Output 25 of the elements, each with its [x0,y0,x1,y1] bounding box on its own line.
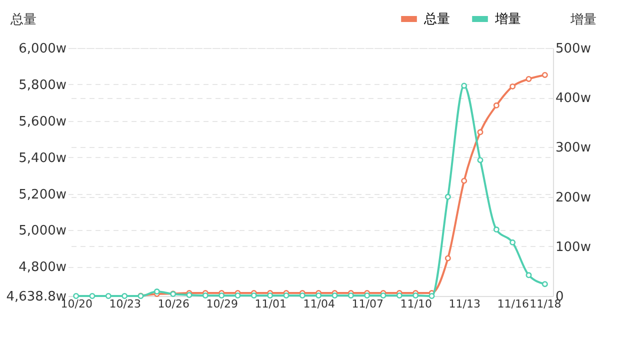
y-tick-label: 6,000w [18,42,67,56]
x-tick-label: 11/01 [254,298,286,310]
y2-tick-label: 100w [556,240,592,255]
y2-axis-title: 增量 [570,12,596,28]
y-axis-title: 总量 [10,12,36,28]
y-tick-label: 5,000w [18,224,67,239]
x-tick-label: 10/26 [158,298,190,310]
y-tick-label: 5,200w [18,187,67,202]
x-tick-label: 11/07 [352,298,384,310]
x-tick-label: 10/23 [109,298,141,310]
x-tick-label: 11/10 [400,298,432,310]
legend-label: 增量 [494,12,521,27]
y-tick-label: 4,800w [18,260,67,276]
y-tick-label: 5,800w [18,78,67,93]
y-tick-label: 5,400w [18,150,67,166]
y-tick-label: 5,600w [18,114,67,130]
x-tick-label: 11/04 [303,298,335,310]
y2-tick-label: 300w [556,140,592,156]
y2-tick-label: 400w [556,91,592,106]
y2-tick-label: 200w [556,190,592,206]
y2-tick-label: 500w [556,42,592,56]
legend-label: 总量 [423,12,450,27]
x-tick-label: 11/16 [497,298,529,310]
x-tick-label: 10/29 [206,298,238,310]
x-tick-label: 11/13 [448,298,480,310]
